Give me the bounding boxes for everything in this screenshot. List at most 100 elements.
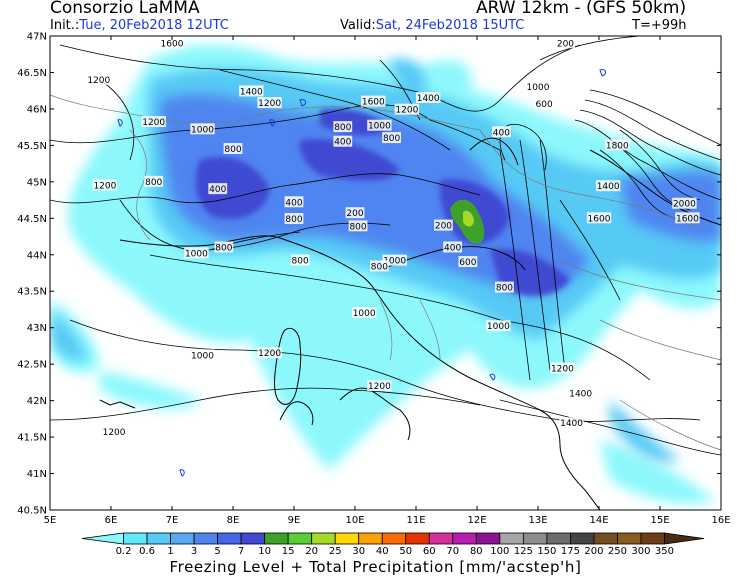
colorbar-tick-labels: 0.2 0.6 1 3 5 7 10 15 20 25 30 40 50 60 70 80 100 125 150 1… <box>116 546 674 557</box>
coastline <box>99 137 721 510</box>
lat-label: 47N <box>27 32 47 43</box>
contour-label: 400 <box>333 135 353 148</box>
svg-text:800: 800 <box>371 262 388 272</box>
colorbar-swatch <box>264 532 289 545</box>
lon-label: 14E <box>589 515 608 526</box>
svg-text:800: 800 <box>383 134 400 144</box>
svg-text:400: 400 <box>334 138 351 148</box>
svg-text:600: 600 <box>459 258 476 268</box>
contour-label: 800 <box>223 143 243 155</box>
lon-label: 9E <box>288 515 301 526</box>
colorbar-swatch <box>640 532 665 545</box>
borders <box>50 94 721 451</box>
colorbar-tick: 60 <box>423 546 436 557</box>
colorbar-tick: 125 <box>514 546 533 557</box>
contour-label: 600 <box>458 256 478 268</box>
colorbar-swatch <box>522 532 548 545</box>
colorbar-swatch <box>146 532 171 545</box>
svg-text:1600: 1600 <box>161 39 184 49</box>
lat-label: 41N <box>27 469 47 480</box>
svg-text:1600: 1600 <box>588 214 611 224</box>
svg-text:1000: 1000 <box>191 351 214 361</box>
contour-label: 400 <box>284 196 304 208</box>
contour-label: 1000 <box>184 247 209 259</box>
colorbar-swatch <box>546 532 571 545</box>
colorbar-swatch <box>452 532 477 545</box>
contour-label: 1600 <box>675 212 700 224</box>
colorbar-tick: 175 <box>561 546 580 557</box>
colorbar-swatch <box>405 532 430 545</box>
contour-label: 1400 <box>239 85 264 97</box>
svg-text:600: 600 <box>536 100 553 110</box>
contour-label: 1000 <box>351 307 377 319</box>
contour-label: 800 <box>214 241 234 253</box>
svg-text:800: 800 <box>334 123 351 133</box>
lat-label: 43.5N <box>17 287 47 298</box>
colorbar-swatch <box>381 532 407 545</box>
colorbar-tick: 5 <box>214 546 220 557</box>
lon-label: 6E <box>105 515 118 526</box>
svg-text:800: 800 <box>349 222 366 232</box>
colorbar-swatch <box>170 532 195 545</box>
init-time: Init.:Tue, 20Feb2018 12UTC <box>50 18 229 33</box>
contour-label: 800 <box>144 175 164 188</box>
colorbar-tick: 70 <box>446 546 459 557</box>
contour-label: 1000 <box>367 119 392 132</box>
svg-text:1200: 1200 <box>551 365 574 375</box>
contour-label: 1600 <box>159 37 185 49</box>
lon-label: 12E <box>467 515 486 526</box>
svg-text:1000: 1000 <box>383 257 406 267</box>
lon-label: 13E <box>528 515 547 526</box>
svg-text:800: 800 <box>145 178 162 188</box>
svg-text:1400: 1400 <box>240 87 263 97</box>
valid-label: Valid: <box>340 18 376 33</box>
colorbar-tick: 7 <box>238 546 244 557</box>
colorbar-swatch <box>617 532 642 545</box>
colorbar-tick: 10 <box>258 546 271 557</box>
contour-label: 200 <box>556 37 575 49</box>
lon-label: 7E <box>166 515 179 526</box>
svg-text:1200: 1200 <box>103 428 126 438</box>
lat-label: 41.5N <box>17 433 47 444</box>
svg-text:400: 400 <box>444 243 461 253</box>
lon-label: 16E <box>711 515 730 526</box>
colorbar-swatch <box>240 532 266 545</box>
svg-text:1400: 1400 <box>569 389 592 399</box>
valid-value: Sat, 24Feb2018 15UTC <box>375 18 525 33</box>
svg-text:1600: 1600 <box>362 98 385 108</box>
lon-label: 8E <box>227 515 240 526</box>
contour-label: 2000 <box>672 197 697 210</box>
contour-label: 800 <box>290 254 310 267</box>
contour-label: 1200 <box>550 362 575 375</box>
contour-label: 400 <box>492 126 511 138</box>
colorbar-tick: 25 <box>329 546 342 557</box>
map-frame <box>49 35 722 511</box>
svg-text:1400: 1400 <box>417 94 440 104</box>
svg-text:1000: 1000 <box>487 322 510 332</box>
svg-text:400: 400 <box>285 198 302 208</box>
model-title: ARW 12km - (GFS 50km) <box>476 0 687 18</box>
contour-label: 800 <box>370 260 389 272</box>
svg-text:800: 800 <box>224 145 241 155</box>
lat-label: 46N <box>27 104 47 115</box>
svg-text:1000: 1000 <box>353 309 376 319</box>
svg-text:2000: 2000 <box>673 200 696 210</box>
contour-label: 1200 <box>86 73 111 86</box>
precipitation-colorbar <box>81 532 705 545</box>
colorbar-swatch <box>664 532 705 545</box>
svg-text:1200: 1200 <box>258 349 281 359</box>
forecast-step: T=+99h <box>632 18 687 33</box>
contour-label: 800 <box>348 220 368 232</box>
contour-label: 800 <box>495 281 514 294</box>
init-label: Init.: <box>50 18 80 33</box>
svg-text:1200: 1200 <box>93 181 116 191</box>
contour-label: 1200 <box>257 97 282 109</box>
longitude-labels: 5E 6E 7E 8E 9E 10E 11E 12E 13E 14E 15E 16E <box>44 515 731 526</box>
svg-text:1400: 1400 <box>597 182 620 192</box>
contour-label: 800 <box>333 121 353 133</box>
colorbar-swatch <box>193 532 219 545</box>
lat-label: 43N <box>27 323 47 334</box>
colorbar-tick: 200 <box>584 546 603 557</box>
